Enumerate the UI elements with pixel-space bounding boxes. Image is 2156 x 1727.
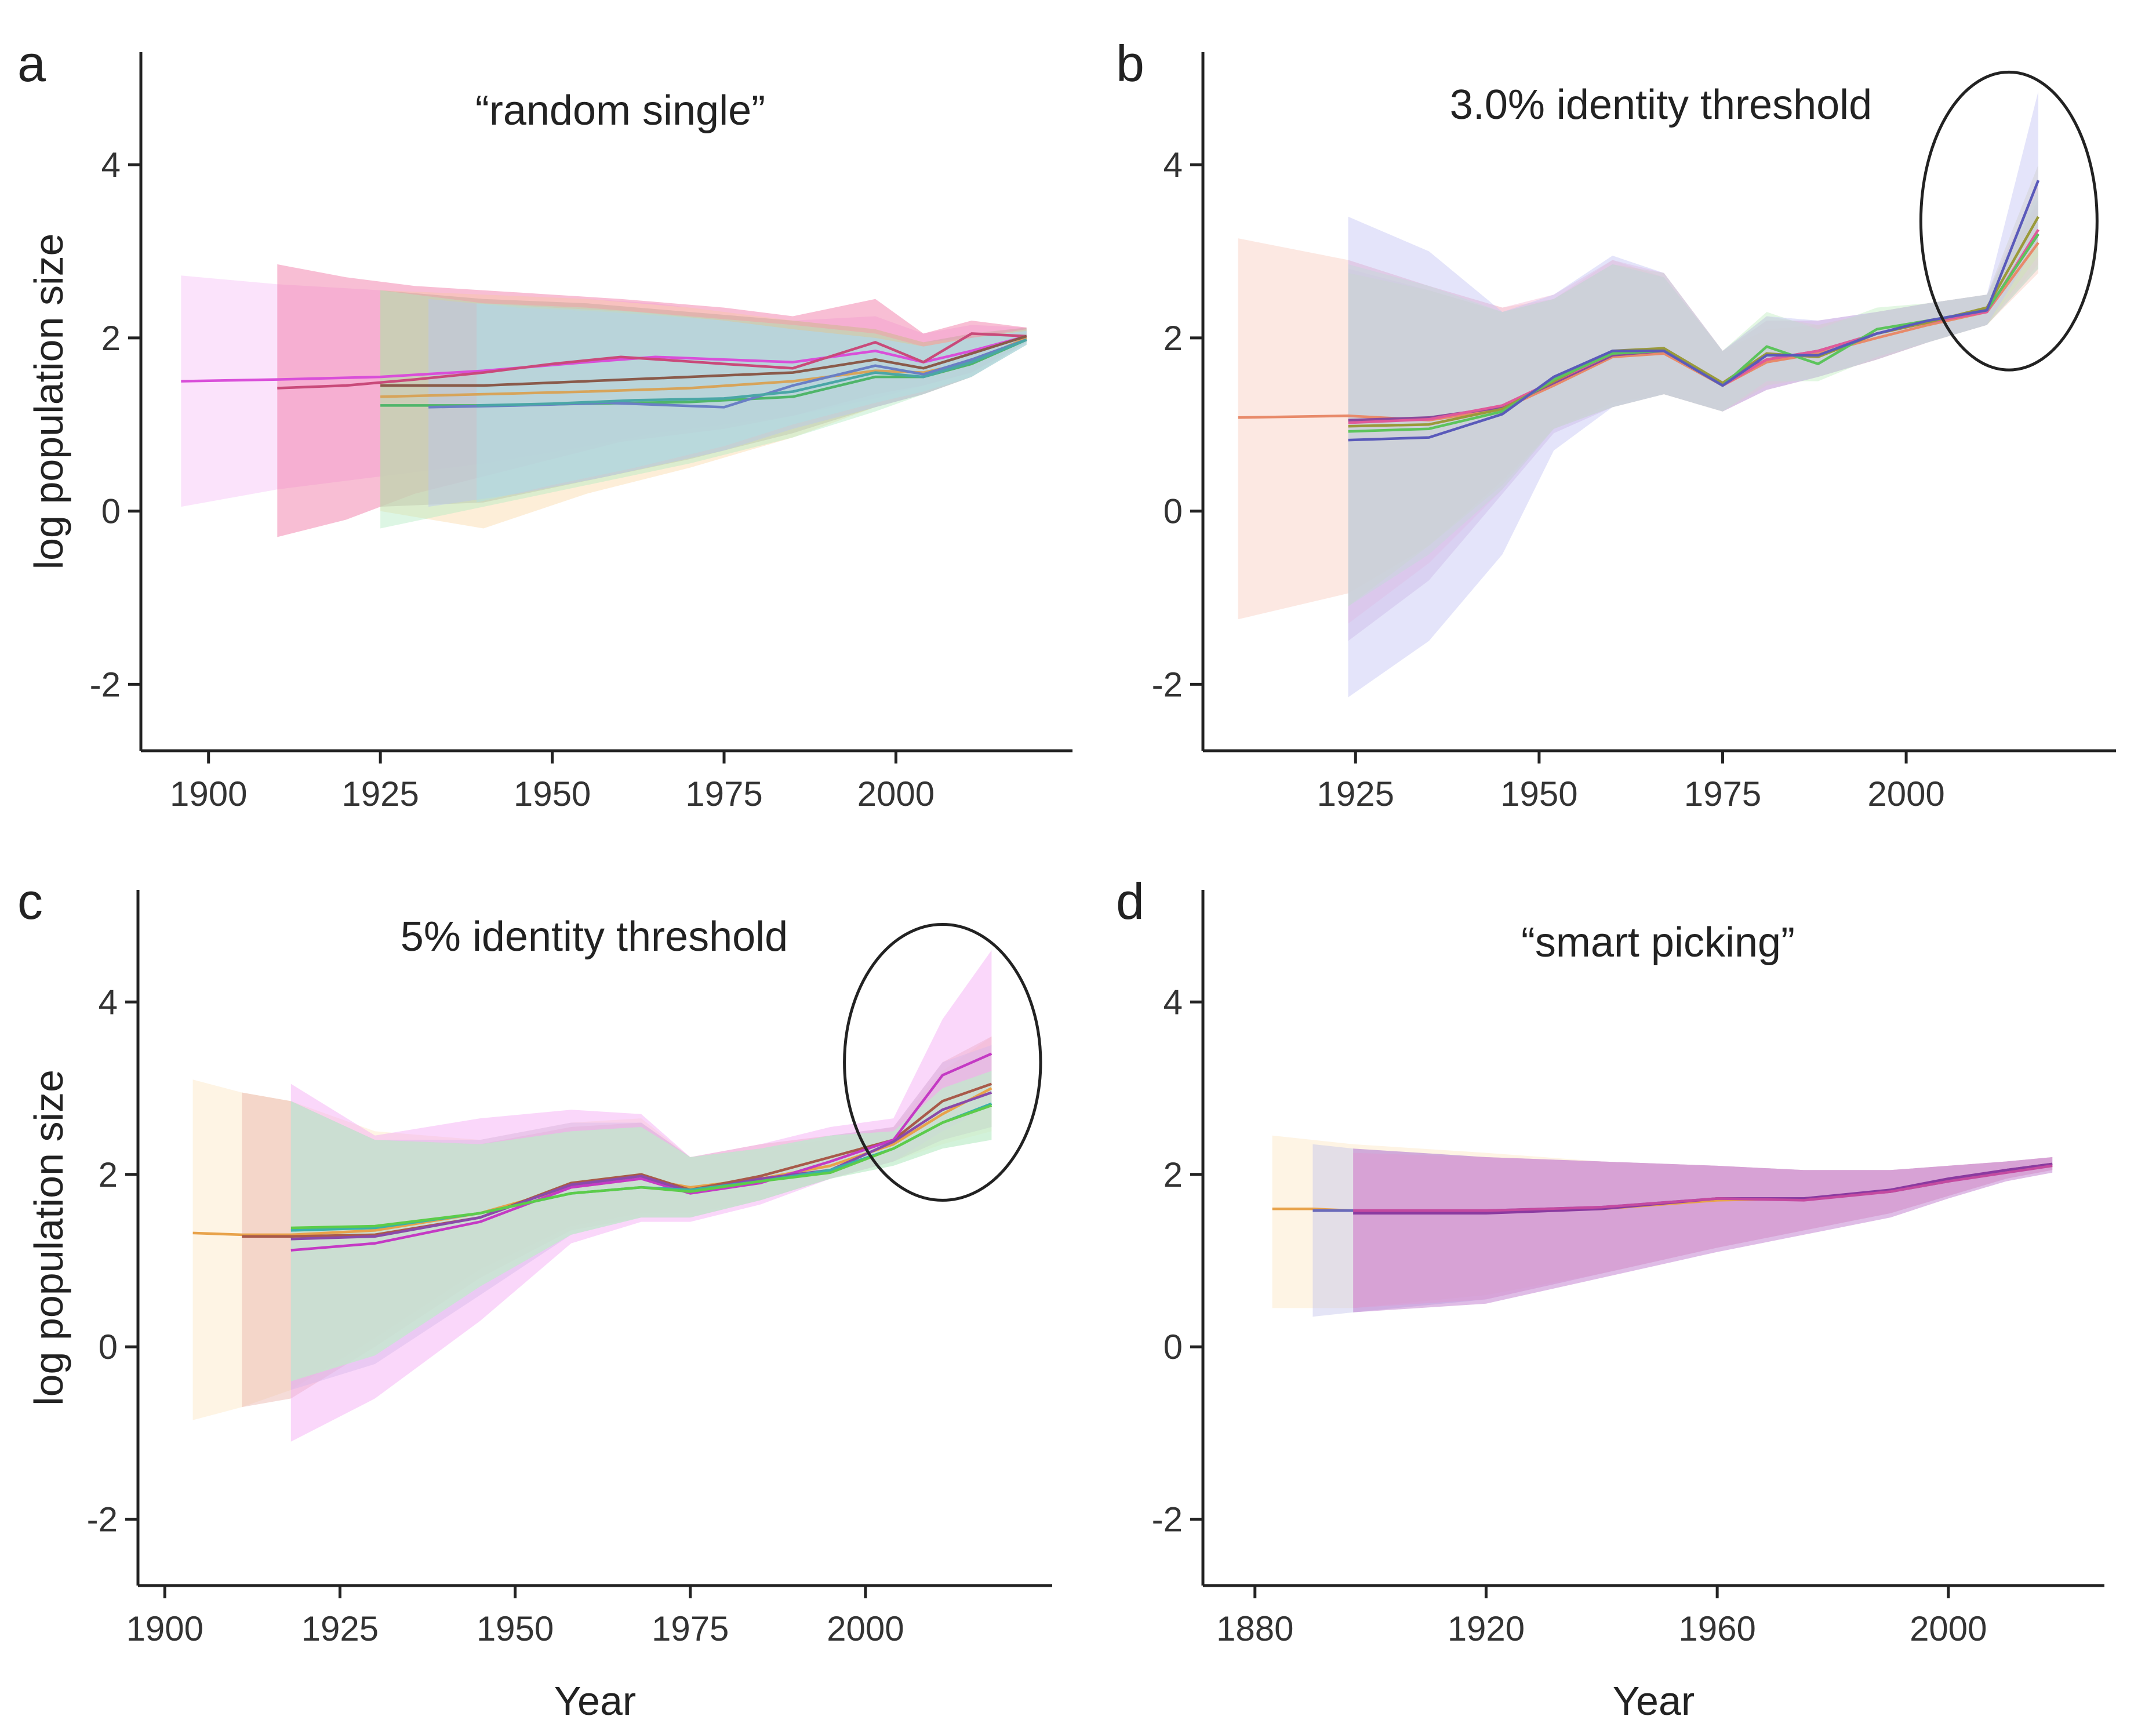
panel-d-title: “smart picking” [1521,919,1795,966]
panel-c-band-orange [192,1036,992,1420]
panel-b-x-tick-label: 1925 [1317,775,1394,813]
panel-c-x-tick-label: 1900 [126,1609,203,1648]
panel-d-y-tick-label: 2 [1164,1155,1183,1194]
panel-c: -2 0 2 4 1900 1925 1950 1975 2000 c 5% identity th… [17,872,1052,1724]
panel-b-y-tick-label: 2 [1164,319,1183,358]
panel-d-x-tick-label: 1920 [1448,1609,1525,1648]
panel-d-y-tick-label: 0 [1164,1328,1183,1366]
panel-a-line-pink [277,332,1027,390]
panel-d-x-tick-label: 1960 [1678,1609,1755,1648]
panel-b-band-salmon [1238,203,2038,620]
panel-a-x-tick-label: 1950 [514,775,591,813]
panel-b-band-pink [1348,182,2038,624]
panel-c-band-green [290,1071,992,1381]
panel-b-band-green [1348,191,2038,606]
panel-d-band-purple [1353,1148,2053,1312]
panel-c-title: 5% identity threshold [401,914,788,960]
panel-c-letter: c [17,872,43,930]
panel-c-y-tick-label: -2 [87,1500,118,1539]
panel-a-x-tick-label: 1975 [685,775,762,813]
panel-c-band-magenta [290,950,992,1442]
panel-b-y-tick-label: 4 [1164,146,1183,184]
panel-a: -2 0 2 4 1900 1925 1950 1975 2000 a “random single… [17,35,1072,813]
panel-a-line-brown [380,335,1027,387]
panel-a-line-magenta [181,335,1027,383]
panel-d-letter: d [1116,872,1144,930]
panel-a-y-tick-label: -2 [90,665,121,704]
panel-b-letter: b [1116,35,1144,92]
panel-b-line-olive [1348,216,2039,428]
panel-d-band-blue [1312,1144,2053,1317]
panel-d: -2 0 2 4 1880 1920 1960 2000 d “smart picking” Yea… [1116,872,2104,1724]
panel-a-x-tick-label: 1900 [170,775,247,813]
panel-c-line-magenta [290,1052,992,1252]
panel-a-letter: a [17,35,46,92]
panel-d-line-pink [1353,1164,2053,1212]
panel-d-x-tick-label: 2000 [1910,1609,1987,1648]
panel-a-title: “random single” [475,88,765,134]
panel-b-band-olive [1348,165,2038,606]
panel-b-band-purple [1348,199,2038,641]
panel-c-y-axis-title: log population size [26,1070,71,1406]
panel-c-y-tick-label: 0 [99,1328,118,1366]
panel-d-band-pink [1353,1152,2053,1308]
panel-b: -2 0 2 4 1925 1950 1975 2000 b 3.0% identity thre… [1116,35,2116,813]
panel-a-band-green [380,290,1027,529]
panel-b-band-blue [1348,91,2038,697]
panel-d-line-purple [1353,1162,2053,1215]
panel-a-line-teal [477,338,1027,407]
panel-b-x-tick-label: 2000 [1867,775,1944,813]
panel-c-band-brown [242,1036,992,1408]
panel-a-y-tick-label: 0 [101,492,121,531]
panel-c-x-tick-label: 2000 [827,1609,904,1648]
panel-d-y-tick-label: 4 [1164,983,1183,1021]
panel-c-x-tick-label: 1950 [477,1609,554,1648]
panel-c-band-teal [290,1071,992,1381]
panel-a-x-tick-label: 2000 [857,775,935,813]
panel-c-highlight-ellipse [843,922,1042,1202]
panel-b-x-tick-label: 1950 [1500,775,1577,813]
panel-c-x-axis-title: Year [554,1678,636,1724]
panel-c-y-tick-label: 2 [99,1155,118,1194]
panel-d-band-orange [1272,1135,2053,1308]
panel-a-y-tick-label: 2 [101,319,121,358]
panel-c-line-brown [242,1082,992,1238]
panel-a-y-axis-title: log population size [26,234,71,570]
panel-c-y-tick-label: 4 [99,983,118,1021]
panel-a-x-tick-label: 1925 [341,775,419,813]
panel-a-band-orange [380,290,1027,529]
panel-b-highlight-ellipse [1919,70,2099,372]
panel-d-y-tick-label: -2 [1152,1500,1183,1539]
panel-a-y-tick-label: 4 [101,146,121,184]
panel-d-x-axis-title: Year [1613,1678,1695,1724]
panel-b-title: 3.0% identity threshold [1450,82,1872,128]
panel-b-x-tick-label: 1975 [1684,775,1761,813]
panel-b-y-tick-label: -2 [1152,665,1183,704]
panel-c-x-tick-label: 1925 [301,1609,379,1648]
panel-c-x-tick-label: 1975 [652,1609,729,1648]
panel-b-y-tick-label: 0 [1164,492,1183,531]
panel-c-line-green [290,1104,992,1230]
panel-d-x-tick-label: 1880 [1216,1609,1293,1648]
panel-c-band-purple [290,1045,992,1390]
panel-b-line-blue [1348,180,2040,442]
